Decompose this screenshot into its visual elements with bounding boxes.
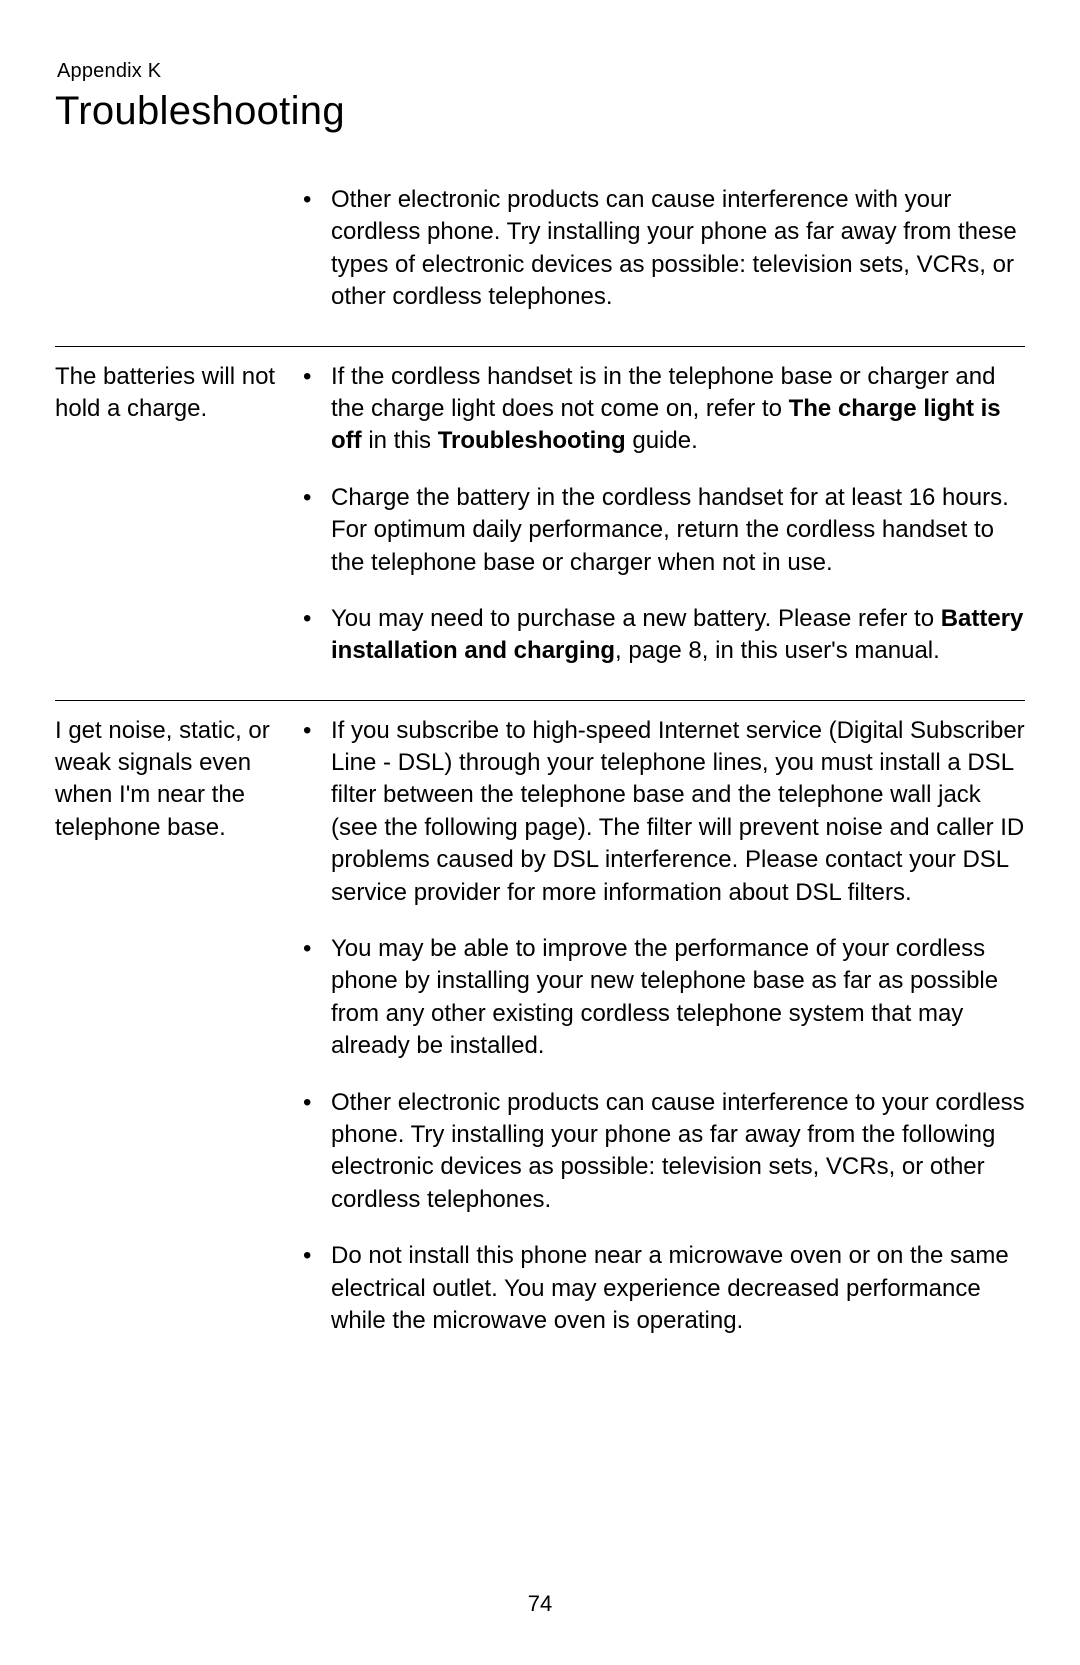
answer-bullet: If you subscribe to high-speed Internet … xyxy=(295,715,1025,909)
answer-bullet: Do not install this phone near a microwa… xyxy=(295,1240,1025,1337)
answer-text-run: Charge the battery in the cordless hands… xyxy=(331,484,1009,576)
answer-bullet: Other electronic products can cause inte… xyxy=(295,1087,1025,1217)
answer-bullet: Other electronic products can cause inte… xyxy=(295,184,1025,314)
answer-bullet: Charge the battery in the cordless hands… xyxy=(295,482,1025,579)
answer-column: If you subscribe to high-speed Internet … xyxy=(295,715,1025,1362)
troubleshooting-section: Other electronic products can cause inte… xyxy=(55,184,1025,338)
answer-text-run: If you subscribe to high-speed Internet … xyxy=(331,717,1025,906)
issue-label: I get noise, static, or weak signals eve… xyxy=(55,715,295,845)
appendix-label: Appendix K xyxy=(57,60,1025,83)
answer-list: Other electronic products can cause inte… xyxy=(295,184,1025,314)
troubleshooting-section: I get noise, static, or weak signals eve… xyxy=(55,715,1025,1362)
section-divider xyxy=(55,700,1025,701)
section-divider xyxy=(55,346,1025,347)
answer-text-run: You may be able to improve the performan… xyxy=(331,935,998,1059)
answer-text-run: guide. xyxy=(626,427,698,454)
issue-label: The batteries will not hold a charge. xyxy=(55,361,295,426)
answer-column: Other electronic products can cause inte… xyxy=(295,184,1025,338)
troubleshooting-section: The batteries will not hold a charge.If … xyxy=(55,361,1025,692)
answer-text-run: Troubleshooting xyxy=(438,427,626,454)
page-title: Troubleshooting xyxy=(55,89,1025,134)
page-number: 74 xyxy=(0,1591,1080,1617)
answer-text-run: in this xyxy=(362,427,438,454)
page: Appendix K Troubleshooting Other electro… xyxy=(0,0,1080,1665)
answer-list: If the cordless handset is in the teleph… xyxy=(295,361,1025,668)
answer-list: If you subscribe to high-speed Internet … xyxy=(295,715,1025,1338)
answer-text-run: , page 8, in this user's manual. xyxy=(615,637,940,664)
answer-text-run: You may need to purchase a new battery. … xyxy=(331,605,941,632)
answer-text-run: Other electronic products can cause inte… xyxy=(331,1089,1025,1213)
answer-text-run: Other electronic products can cause inte… xyxy=(331,186,1017,310)
answer-text-run: Do not install this phone near a microwa… xyxy=(331,1242,1009,1334)
answer-bullet: If the cordless handset is in the teleph… xyxy=(295,361,1025,458)
answer-column: If the cordless handset is in the teleph… xyxy=(295,361,1025,692)
troubleshooting-sections: Other electronic products can cause inte… xyxy=(55,184,1025,1361)
answer-bullet: You may need to purchase a new battery. … xyxy=(295,603,1025,668)
answer-bullet: You may be able to improve the performan… xyxy=(295,933,1025,1063)
